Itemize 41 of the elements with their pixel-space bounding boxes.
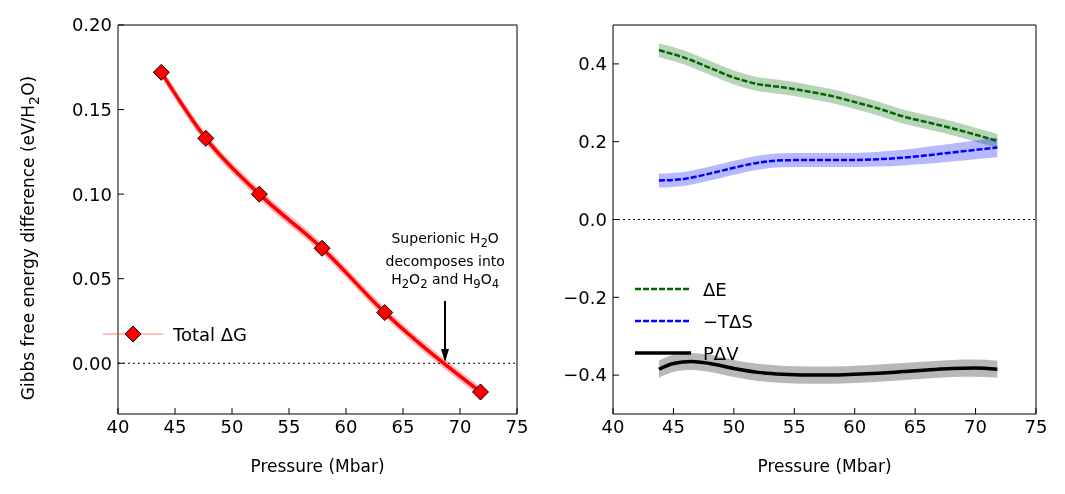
x-tick-label: 40: [106, 415, 130, 437]
x-tick-label: 65: [903, 415, 927, 437]
line-series: [657, 146, 999, 182]
legend-label: −TΔS: [703, 310, 753, 332]
x-tick-label: 75: [505, 415, 529, 437]
y-tick-label: −0.4: [563, 364, 607, 386]
y-tick-label: 0.20: [71, 14, 112, 36]
y-tick-label: 0.2: [578, 131, 607, 153]
y-tick-label: 0.00: [71, 352, 112, 374]
y-tick-label: −0.2: [563, 286, 607, 308]
point: [197, 129, 215, 147]
x-axis-title: Pressure (Mbar): [250, 456, 385, 476]
y-tick-label: 0.0: [578, 208, 607, 230]
x-tick-label: 60: [843, 415, 867, 437]
point: [472, 383, 490, 401]
x-tick-label: 70: [964, 415, 988, 437]
x-tick-label: 60: [334, 415, 358, 437]
x-tick-label: 70: [448, 415, 472, 437]
x-tick-label: 55: [277, 415, 301, 437]
legend-label: PΔV: [703, 342, 739, 364]
legend-label: Total ΔG: [173, 323, 248, 345]
x-tick-label: 45: [163, 415, 187, 437]
x-tick-label: 45: [661, 415, 685, 437]
x-tick-label: 75: [1024, 415, 1048, 437]
x-tick-label: 40: [601, 415, 625, 437]
x-tick-label: 50: [722, 415, 746, 437]
x-tick-label: 65: [391, 415, 415, 437]
line-series: [657, 359, 1000, 377]
point: [313, 239, 331, 257]
legend-label: ΔE: [703, 278, 727, 300]
y-tick-label: 0.10: [71, 183, 112, 205]
x-tick-label: 55: [782, 415, 806, 437]
point: [376, 304, 394, 322]
y-tick-label: 0.15: [71, 98, 112, 120]
y-tick-label: 0.05: [71, 268, 112, 290]
text: Superionic H$_{2}$O decomposes into H$_{2}$O$_{2}$ and H$_{9}$O$_{4}$: [385, 230, 505, 291]
x-tick-label: 50: [220, 415, 244, 437]
y-tick-label: 0.4: [578, 53, 607, 75]
point: [250, 185, 268, 203]
point: [152, 63, 170, 81]
x-axis-title: Pressure (Mbar): [757, 456, 892, 476]
